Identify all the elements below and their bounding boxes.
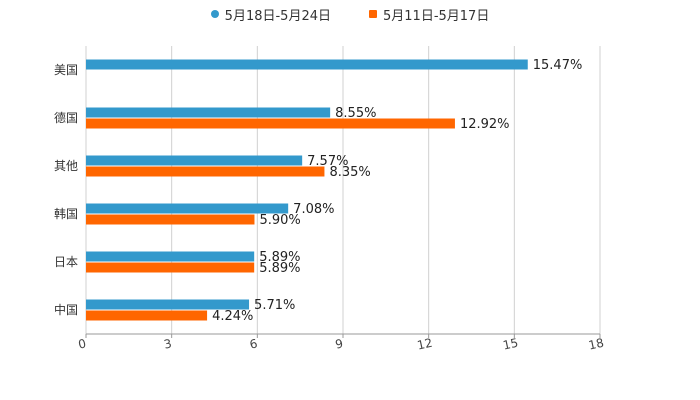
y-category-label: 德国 — [54, 110, 78, 125]
x-tick-label: 3 — [163, 336, 173, 351]
data-label-series-2: 12.92% — [460, 117, 510, 132]
legend-marker-series-1 — [210, 10, 219, 18]
legend-item-series-2[interactable]: 5月11日-5月17日 — [369, 5, 489, 24]
x-tick-label: 12 — [416, 336, 434, 353]
y-category-label: 美国 — [54, 63, 78, 77]
bar-series-1 — [86, 203, 289, 214]
x-tick-label: 15 — [502, 336, 520, 353]
data-label-series-2: 4.24% — [212, 309, 253, 324]
data-label-series-1: 8.55% — [335, 106, 376, 121]
bar-series-2 — [86, 166, 325, 177]
x-tick-label: 6 — [248, 336, 258, 351]
data-label-series-2: 5.90% — [259, 213, 300, 228]
bar-series-1 — [86, 155, 303, 166]
bar-series-2 — [86, 118, 455, 129]
x-tick-label: 18 — [587, 336, 605, 353]
bar-series-2 — [86, 262, 255, 273]
data-label-series-1: 15.47% — [533, 58, 583, 73]
y-category-label: 其他 — [54, 159, 78, 173]
bar-series-1 — [86, 251, 255, 262]
y-category-label: 日本 — [54, 255, 78, 269]
bar-series-1 — [86, 299, 250, 310]
data-label-series-2: 5.89% — [259, 261, 300, 276]
y-category-label: 韩国 — [54, 206, 78, 221]
data-label-series-1: 7.57% — [307, 154, 348, 169]
legend-label-series-1: 5月18日-5月24日 — [224, 8, 331, 24]
bar-series-1 — [86, 59, 528, 70]
x-tick-label: 0 — [77, 336, 87, 351]
data-label-series-1: 7.08% — [293, 202, 334, 217]
legend-item-series-1[interactable]: 5月18日-5月24日 — [210, 5, 331, 24]
bars-layer: 15.47% 8.55% 12.92% 7.57%8.35% 7.08%5.90% 5.8… — [86, 58, 582, 324]
bar-series-1 — [86, 107, 331, 118]
legend: 5月18日-5月24日 5月11日-5月17日 — [0, 4, 700, 24]
data-label-series-1: 5.89% — [259, 250, 300, 265]
bar-series-2 — [86, 310, 208, 321]
bar-series-2 — [86, 214, 255, 225]
grid-lines — [85, 46, 601, 334]
legend-label-series-2: 5月11日-5月17日 — [383, 8, 490, 24]
data-label-series-2: 8.35% — [329, 165, 370, 180]
legend-marker-series-2 — [369, 10, 377, 18]
x-tick-label: 9 — [334, 336, 344, 351]
y-category-label: 中国 — [54, 302, 78, 317]
data-label-series-1: 5.71% — [254, 298, 295, 313]
